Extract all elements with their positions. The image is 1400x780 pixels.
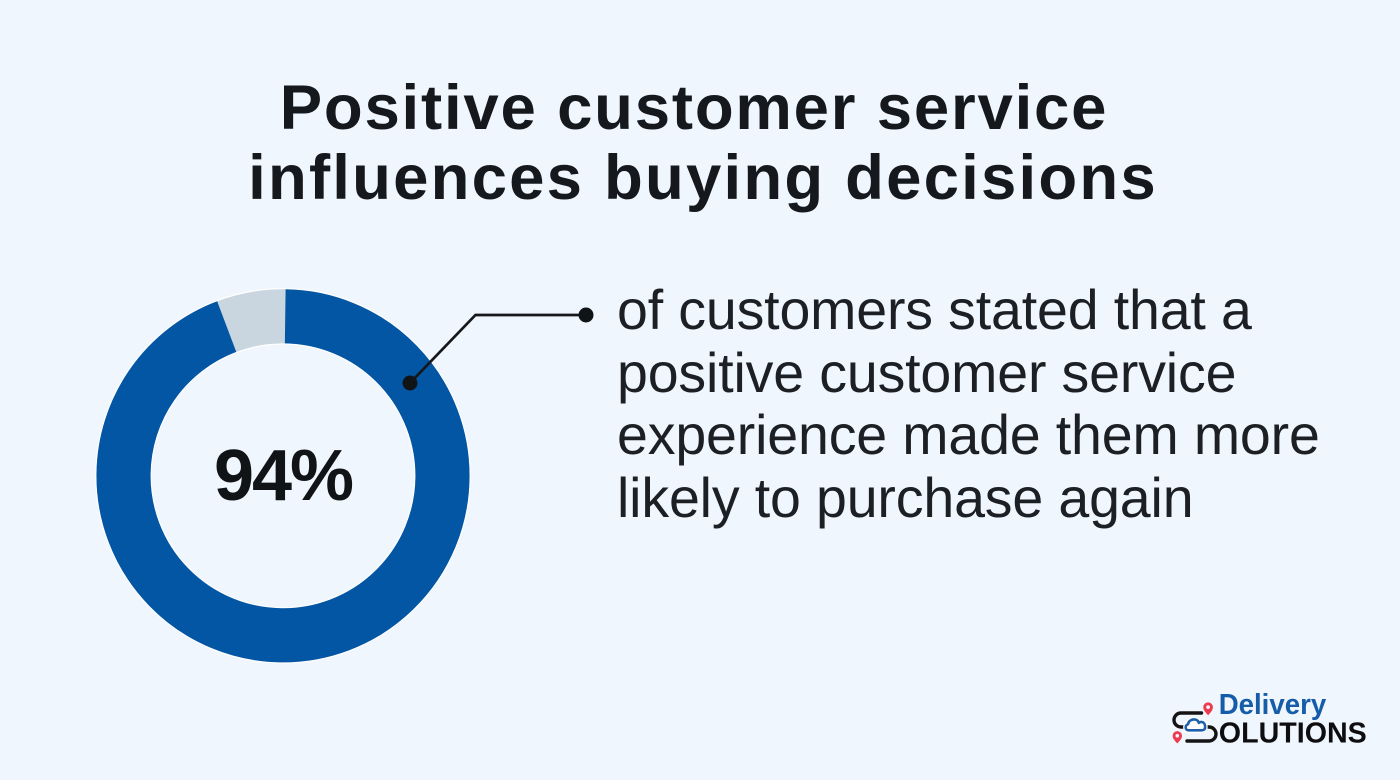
svg-text:OLUTIONS: OLUTIONS — [1219, 718, 1367, 750]
svg-text:Delivery: Delivery — [1219, 689, 1327, 721]
